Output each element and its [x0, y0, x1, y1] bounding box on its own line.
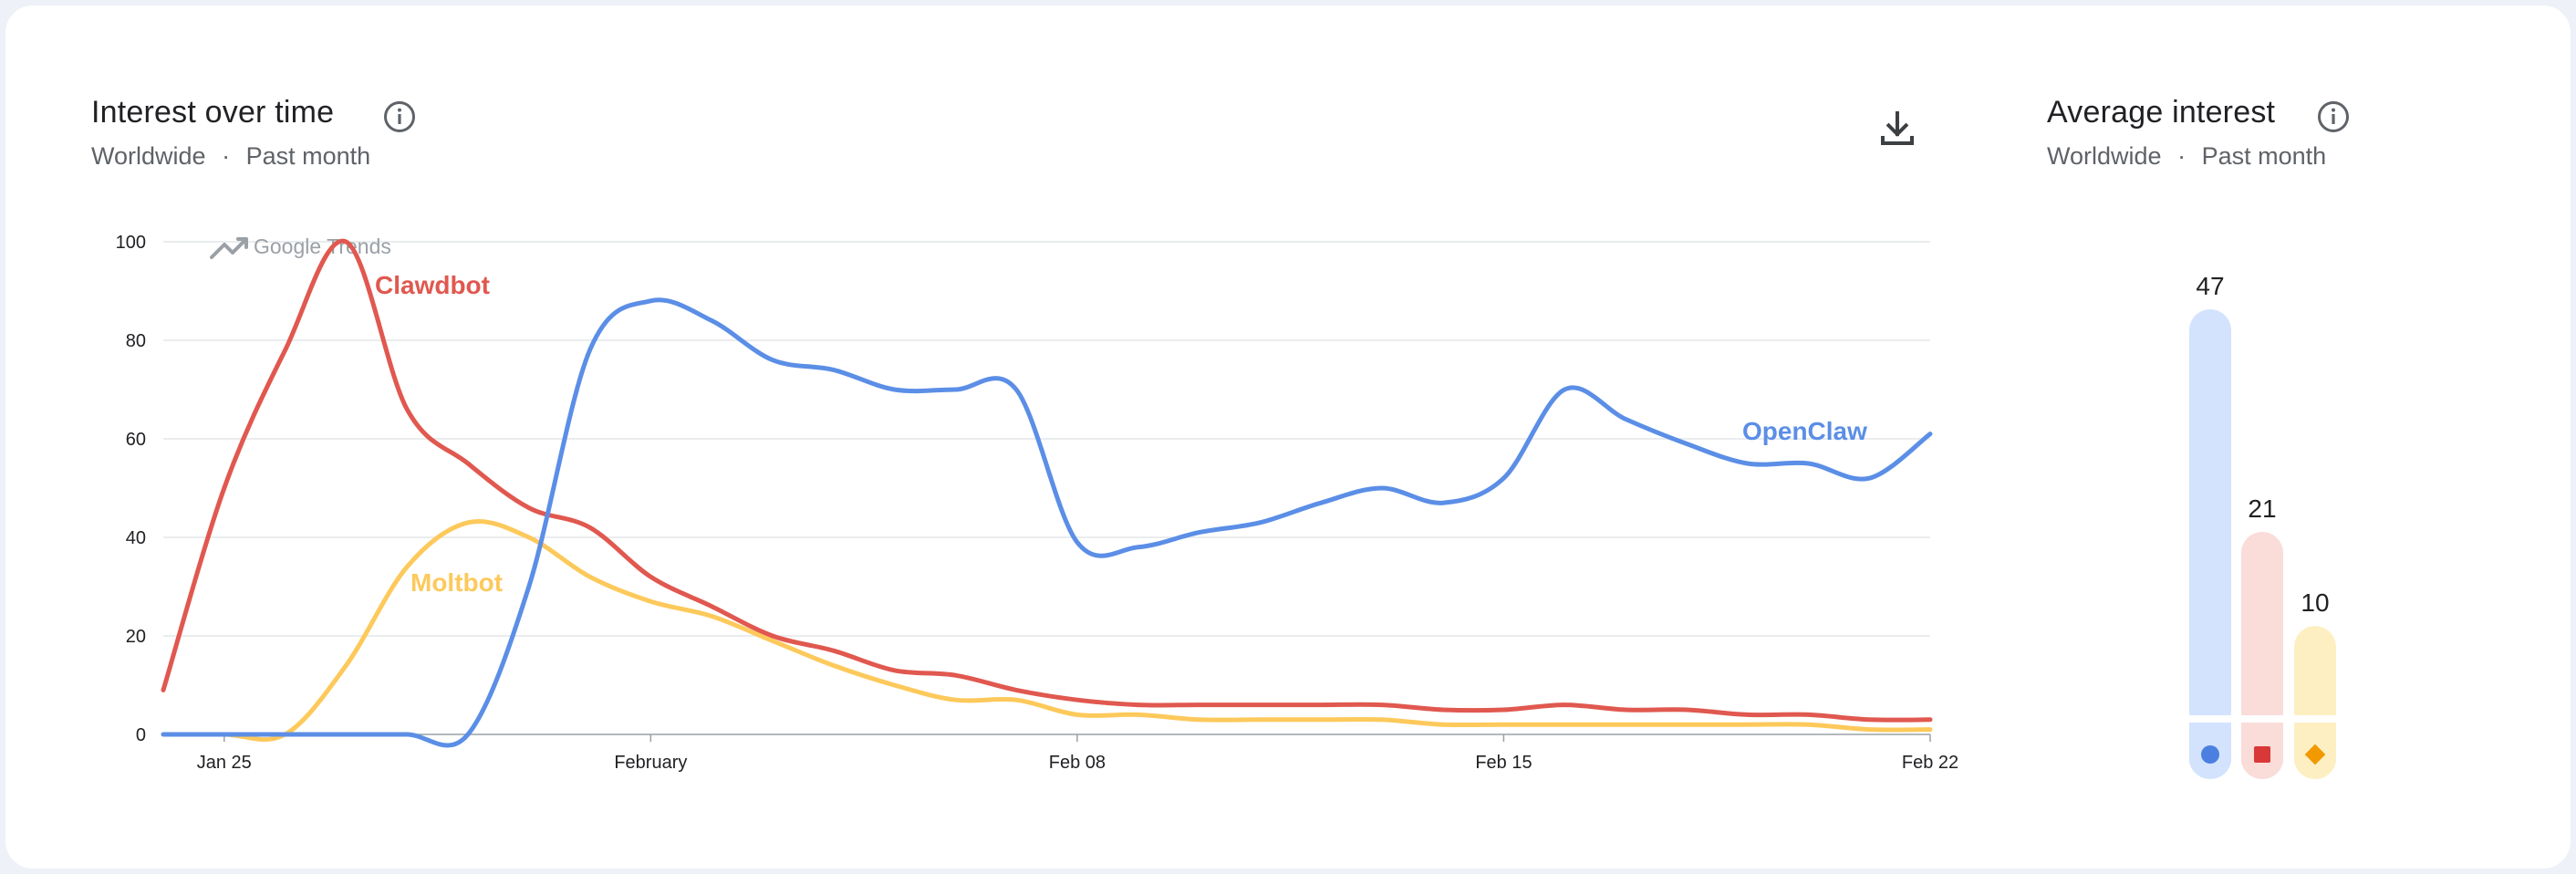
- series-line-moltbot: [161, 519, 1933, 743]
- series-line-openclaw: [161, 297, 1933, 748]
- trending-up-icon: [210, 237, 248, 259]
- average-bar-clawdbot: [2241, 531, 2283, 733]
- series-label-moltbot: Moltbot: [410, 568, 503, 597]
- period-label: Past month: [245, 142, 371, 170]
- period-label: Past month: [2201, 142, 2327, 170]
- separator: ·: [222, 142, 231, 170]
- y-tick-label: 60: [126, 430, 146, 450]
- interest-over-time-subtitle: Worldwide · Past month: [91, 142, 370, 171]
- location-label: Worldwide: [2047, 142, 2162, 170]
- info-icon[interactable]: [2315, 99, 2352, 135]
- y-tick-label: 100: [116, 233, 146, 253]
- average-bar-openclaw: [2189, 309, 2231, 733]
- x-tick-label: February: [614, 753, 687, 773]
- trends-card: Interest over time Worldwide · Past mont…: [5, 5, 2571, 869]
- info-icon[interactable]: [381, 99, 418, 135]
- interest-over-time-title: Interest over time: [91, 95, 335, 130]
- y-tick-label: 40: [126, 528, 146, 548]
- diamond-marker-icon: [2304, 744, 2326, 765]
- x-tick-label: Feb 15: [1475, 753, 1532, 773]
- series-label-openclaw: OpenClaw: [1742, 417, 1867, 445]
- series-label-clawdbot: Clawdbot: [375, 271, 490, 299]
- average-bar-divider: [2294, 715, 2336, 723]
- average-value-label: 10: [2301, 588, 2329, 617]
- average-bar-divider: [2189, 715, 2231, 723]
- series-line-clawdbot: [161, 238, 1933, 723]
- average-interest-title: Average interest: [2047, 95, 2276, 130]
- x-tick-label: Jan 25: [197, 753, 252, 773]
- x-tick-label: Feb 22: [1902, 753, 1958, 773]
- y-tick-label: 0: [136, 725, 146, 745]
- interest-line-chart: 0 20 40 60 80 100 Jan 25 February Feb 08 Feb 15 Fe…: [116, 233, 2336, 779]
- y-tick-label: 20: [126, 627, 146, 647]
- average-bar-divider: [2241, 715, 2283, 723]
- download-icon[interactable]: [1875, 108, 1919, 151]
- watermark-text: Google Trends: [254, 234, 391, 258]
- average-value-label: 21: [2248, 494, 2276, 523]
- separator: ·: [2177, 142, 2186, 170]
- location-label: Worldwide: [91, 142, 206, 170]
- average-bar-moltbot: [2294, 626, 2336, 733]
- average-interest-subtitle: Worldwide · Past month: [2047, 142, 2326, 171]
- square-marker-icon: [2254, 746, 2270, 763]
- x-tick-label: Feb 08: [1049, 753, 1106, 773]
- y-tick-label: 80: [126, 331, 146, 351]
- circle-marker-icon: [2201, 745, 2219, 764]
- average-value-label: 47: [2196, 272, 2224, 300]
